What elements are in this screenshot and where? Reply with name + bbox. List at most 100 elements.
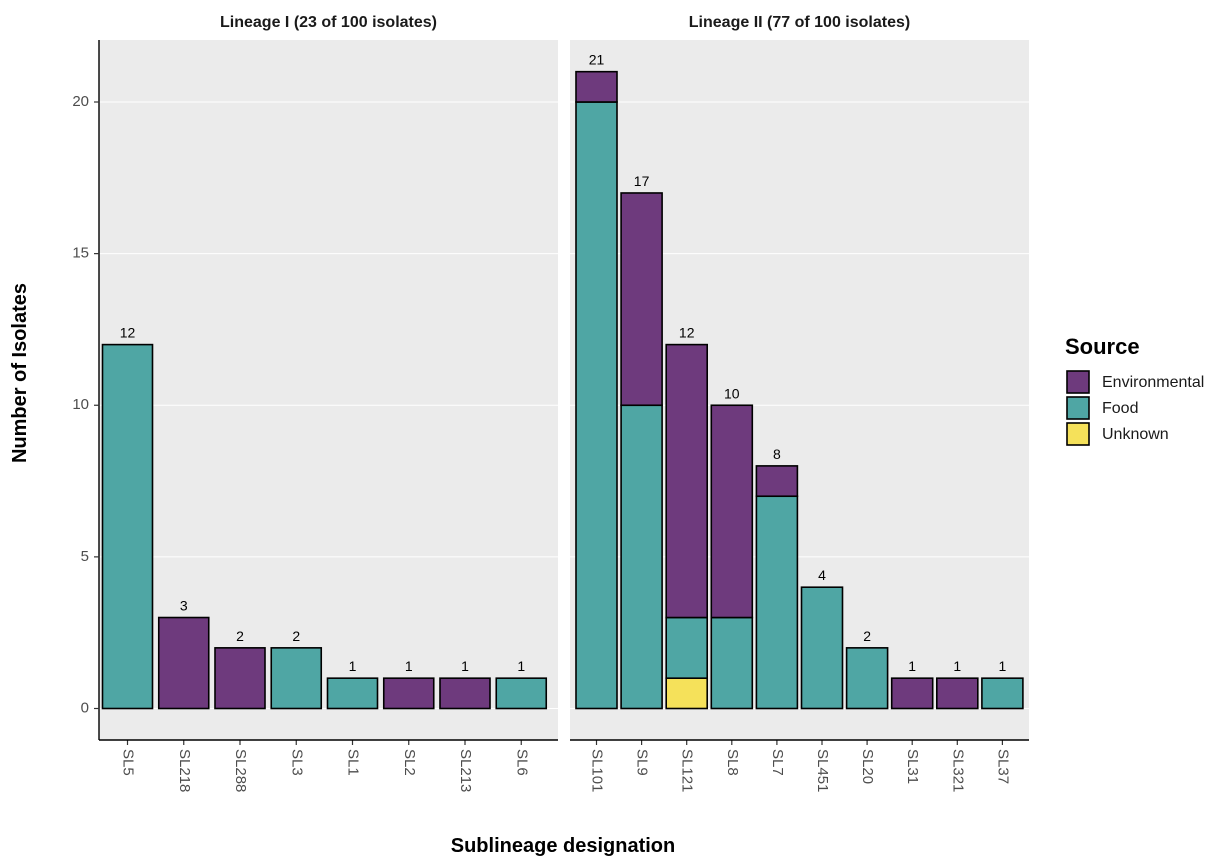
bar-group-sl5: 12 — [101, 325, 154, 710]
x-tick-label: SL6 — [513, 749, 530, 776]
bar-sl321-environmental — [935, 677, 979, 710]
bar-group-sl8: 10 — [710, 385, 754, 710]
bar-sl3-food — [270, 647, 323, 710]
x-tick-label: SL37 — [994, 749, 1011, 784]
data-label: 1 — [953, 658, 961, 674]
bar-group-sl6: 1 — [495, 658, 548, 710]
bar-sl9-environmental — [620, 192, 663, 407]
x-tick-label: SL451 — [814, 749, 831, 792]
data-label: 8 — [773, 446, 781, 462]
data-label: 17 — [634, 173, 650, 189]
bar-sl8-environmental — [710, 404, 754, 619]
bar-sl2-environmental — [382, 677, 435, 710]
data-label: 21 — [589, 52, 605, 68]
legend: Source Environmental Food Unknown — [1065, 334, 1204, 446]
bar-group-sl218: 3 — [157, 598, 210, 710]
panel-2: Lineage II (77 of 100 isolates)21SL10117… — [570, 14, 1029, 792]
x-tick-label: SL5 — [120, 749, 137, 776]
bar-group-sl451: 4 — [800, 567, 844, 710]
data-label: 1 — [349, 658, 357, 674]
bar-group-sl213: 1 — [439, 658, 491, 710]
bar-group-sl37: 1 — [981, 658, 1024, 710]
legend-label: Unknown — [1102, 426, 1169, 443]
y-axis: 0 5 10 15 20 — [72, 40, 100, 740]
bar-group-sl2: 1 — [382, 658, 435, 710]
x-axis-title: Sublineage designation — [451, 835, 675, 857]
bar-sl37-food — [981, 677, 1024, 710]
bar-sl5-food — [101, 343, 154, 710]
legend-title: Source — [1065, 334, 1140, 359]
bar-sl31-environmental — [890, 677, 934, 710]
data-label: 12 — [120, 325, 136, 341]
data-label: 1 — [999, 658, 1007, 674]
x-tick-label: SL8 — [724, 749, 741, 776]
data-label: 2 — [292, 628, 300, 644]
legend-key-food — [1066, 396, 1090, 420]
data-label: 2 — [863, 628, 871, 644]
x-tick-label: SL3 — [288, 749, 305, 776]
bar-sl101-environmental — [575, 70, 618, 103]
bar-sl9-food — [620, 404, 663, 710]
bar-sl7-food — [755, 495, 799, 710]
x-tick-label: SL288 — [232, 749, 249, 792]
x-tick-label: SL20 — [859, 749, 876, 784]
bar-sl218-environmental — [157, 616, 210, 710]
data-label: 4 — [818, 567, 826, 583]
bar-sl451-food — [800, 586, 844, 710]
x-tick-label: SL1 — [345, 749, 362, 776]
x-tick-label: SL9 — [634, 749, 651, 776]
bar-sl121-environmental — [665, 343, 709, 619]
x-tick-label: SL321 — [949, 749, 966, 792]
bar-group-sl121: 12 — [665, 325, 709, 710]
panel-title: Lineage I (23 of 100 isolates) — [220, 14, 437, 31]
data-label: 10 — [724, 385, 740, 401]
panel-title: Lineage II (77 of 100 isolates) — [689, 14, 910, 31]
bar-group-sl321: 1 — [935, 658, 979, 710]
x-tick-label: SL31 — [904, 749, 921, 784]
bar-sl1-food — [326, 677, 379, 710]
x-tick-label: SL213 — [457, 749, 474, 792]
bar-group-sl101: 21 — [575, 52, 618, 710]
y-tick-label: 15 — [72, 245, 89, 262]
y-axis-title: Number of Isolates — [9, 283, 31, 463]
data-label: 12 — [679, 325, 695, 341]
bar-group-sl3: 2 — [270, 628, 323, 710]
data-label: 1 — [908, 658, 916, 674]
bar-sl8-food — [710, 616, 754, 710]
legend-key-unknown — [1066, 422, 1090, 446]
legend-key-environmental — [1066, 370, 1090, 394]
panel-1: Lineage I (23 of 100 isolates)12SL53SL21… — [99, 14, 558, 792]
bar-sl101-food — [575, 101, 618, 710]
data-label: 1 — [461, 658, 469, 674]
y-tick-label: 5 — [81, 548, 89, 565]
bar-group-sl9: 17 — [620, 173, 663, 710]
data-label: 2 — [236, 628, 244, 644]
bar-sl213-environmental — [439, 677, 491, 710]
bar-sl7-environmental — [755, 465, 799, 498]
bar-group-sl288: 2 — [214, 628, 266, 710]
data-label: 3 — [180, 598, 188, 614]
data-label: 1 — [405, 658, 413, 674]
bar-group-sl1: 1 — [326, 658, 379, 710]
bar-group-sl31: 1 — [890, 658, 934, 710]
legend-label: Environmental — [1102, 374, 1204, 391]
bar-sl121-unknown — [665, 677, 709, 710]
bar-sl20-food — [845, 647, 889, 710]
bar-sl288-environmental — [214, 647, 266, 710]
x-tick-label: SL7 — [769, 749, 786, 776]
bar-group-sl7: 8 — [755, 446, 799, 710]
data-label: 1 — [517, 658, 525, 674]
legend-label: Food — [1102, 400, 1138, 417]
bar-sl121-food — [665, 616, 709, 679]
bar-sl6-food — [495, 677, 548, 710]
y-tick-label: 20 — [72, 93, 89, 110]
x-tick-label: SL121 — [679, 749, 696, 792]
x-tick-label: SL2 — [401, 749, 418, 776]
x-tick-label: SL101 — [589, 749, 606, 792]
y-tick-label: 10 — [72, 396, 89, 413]
y-tick-label: 0 — [81, 699, 89, 716]
x-tick-label: SL218 — [176, 749, 193, 792]
chart-panels: Lineage I (23 of 100 isolates)12SL53SL21… — [72, 14, 1029, 792]
bar-group-sl20: 2 — [845, 628, 889, 710]
